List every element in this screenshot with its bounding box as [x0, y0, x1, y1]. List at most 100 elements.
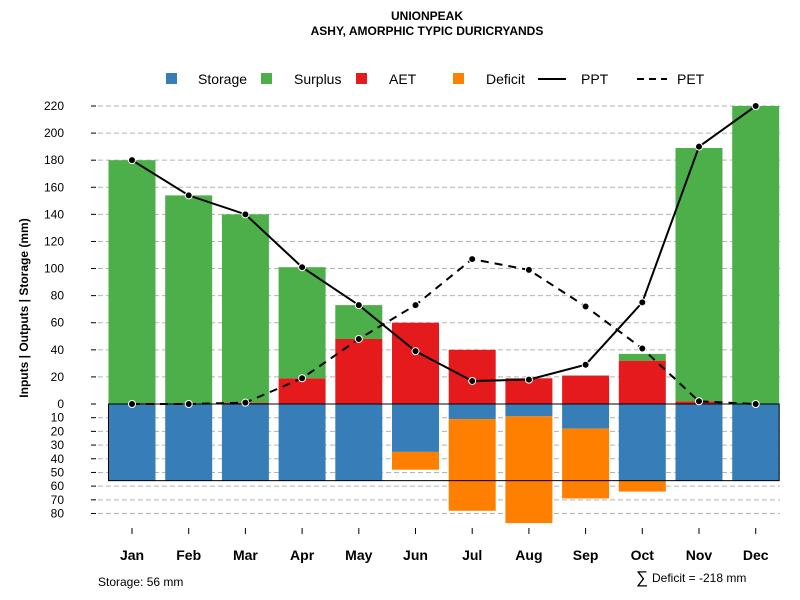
legend-swatch-storage	[166, 73, 177, 84]
bars	[108, 106, 780, 524]
x-tick-label: Jul	[462, 547, 482, 563]
y-tick-label-upper: 100	[44, 262, 64, 276]
legend-swatch-deficit	[453, 73, 464, 84]
x-tick-label: Nov	[686, 547, 713, 563]
legend: Storage Surplus AET Deficit PPT PET	[166, 71, 705, 87]
x-tick-label: Jan	[120, 547, 144, 563]
ppt-point	[468, 376, 477, 385]
bar-surplus	[221, 214, 269, 403]
bar-aet	[392, 322, 439, 404]
footer-storage: Storage: 56 mm	[98, 575, 183, 589]
ppt-point	[581, 360, 590, 369]
legend-swatch-surplus	[261, 73, 272, 84]
chart-title: UNIONPEAK	[391, 9, 463, 23]
y-tick-label-lower: 50	[51, 465, 65, 479]
y-tick-label-upper: 120	[44, 234, 64, 248]
x-tick-label: Oct	[631, 547, 655, 563]
bar-storage	[562, 404, 610, 429]
y-tick-label-lower: 80	[51, 507, 65, 521]
pet-point	[695, 397, 703, 406]
y-tick-label-upper: 80	[51, 289, 65, 303]
pet-point	[241, 398, 250, 407]
bar-storage	[165, 404, 213, 481]
y-tick-label-lower: 10	[51, 411, 65, 425]
bar-storage	[675, 404, 723, 481]
pet-point	[581, 302, 590, 311]
bar-aet	[618, 360, 666, 404]
bar-deficit	[562, 428, 610, 499]
bar-surplus	[618, 353, 666, 361]
pet-point	[128, 400, 136, 408]
x-tick-label: Aug	[515, 547, 542, 563]
bar-storage	[108, 404, 156, 481]
x-tick-label: Jun	[403, 547, 428, 563]
ppt-point	[524, 375, 533, 384]
bar-storage	[448, 404, 496, 420]
ppt-point	[638, 298, 647, 307]
pet-point	[468, 255, 477, 264]
ppt-point	[695, 142, 703, 151]
chart-subtitle: ASHY, AMORPHIC TYPIC DURICRYANDS	[311, 24, 544, 38]
pet-point	[411, 301, 420, 310]
legend-label-surplus: Surplus	[294, 71, 341, 87]
legend-label-deficit: Deficit	[486, 71, 525, 87]
y-tick-label-upper: 20	[51, 370, 65, 384]
y-tick-label-upper: 140	[44, 207, 64, 221]
y-tick-label-upper: 200	[44, 126, 64, 140]
y-tick-label-lower: 60	[51, 479, 65, 493]
sum-symbol: ∑	[636, 568, 648, 587]
x-tick-label: Apr	[290, 547, 315, 563]
bar-storage	[221, 404, 269, 481]
ppt-point	[751, 102, 760, 110]
bar-surplus	[108, 160, 156, 404]
y-tick-label-upper: 0	[57, 397, 64, 411]
y-tick-label-lower: 70	[51, 493, 65, 507]
ppt-point	[184, 191, 193, 200]
bar-storage	[335, 404, 383, 481]
bar-storage	[392, 404, 439, 452]
bar-aet	[278, 378, 326, 404]
ppt-point	[241, 210, 250, 219]
bar-deficit	[392, 451, 439, 470]
series-lines	[131, 105, 757, 405]
x-axis: Jan Feb Mar Apr May Jun Jul Aug Sep Oct Nov Dec	[120, 528, 769, 563]
bar-deficit	[505, 416, 553, 524]
bar-storage	[505, 404, 553, 417]
y-tick-label-lower: 40	[51, 452, 65, 466]
y-tick-label-upper: 40	[51, 343, 65, 357]
legend-label-ppt: PPT	[581, 71, 609, 87]
x-tick-label: Dec	[743, 547, 769, 563]
pet-point	[751, 400, 760, 408]
bar-surplus	[675, 147, 723, 402]
bar-surplus	[165, 195, 213, 404]
bar-surplus	[278, 267, 326, 379]
y-tick-label-lower: 30	[51, 438, 65, 452]
x-tick-label: Mar	[233, 547, 258, 563]
legend-label-pet: PET	[677, 71, 705, 87]
y-tick-label-upper: 60	[51, 316, 65, 330]
x-tick-label: Feb	[176, 547, 201, 563]
bar-deficit	[448, 419, 496, 511]
y-axis-label: Inputs | Outputs | Storage (mm)	[17, 218, 31, 397]
legend-label-aet: AET	[389, 71, 417, 87]
series-points	[128, 102, 760, 408]
y-axis: 0204060801001201401601802002201020304050…	[44, 99, 96, 521]
legend-label-storage: Storage	[198, 71, 247, 87]
pet-point	[184, 400, 193, 408]
bar-deficit	[618, 480, 666, 492]
footer-deficit: Deficit = -218 mm	[652, 571, 746, 585]
pet-line	[132, 257, 756, 405]
pet-point	[638, 344, 647, 353]
y-tick-label-lower: 20	[51, 424, 65, 438]
pet-point	[298, 374, 307, 383]
pet-point	[524, 265, 533, 274]
x-tick-label: May	[345, 547, 372, 563]
ppt-point	[298, 263, 307, 272]
y-tick-label-upper: 220	[44, 99, 64, 113]
ppt-point	[411, 347, 420, 356]
bar-aet	[448, 349, 496, 404]
bar-surplus	[732, 106, 780, 404]
bar-storage	[618, 404, 666, 481]
ppt-line	[131, 105, 757, 382]
